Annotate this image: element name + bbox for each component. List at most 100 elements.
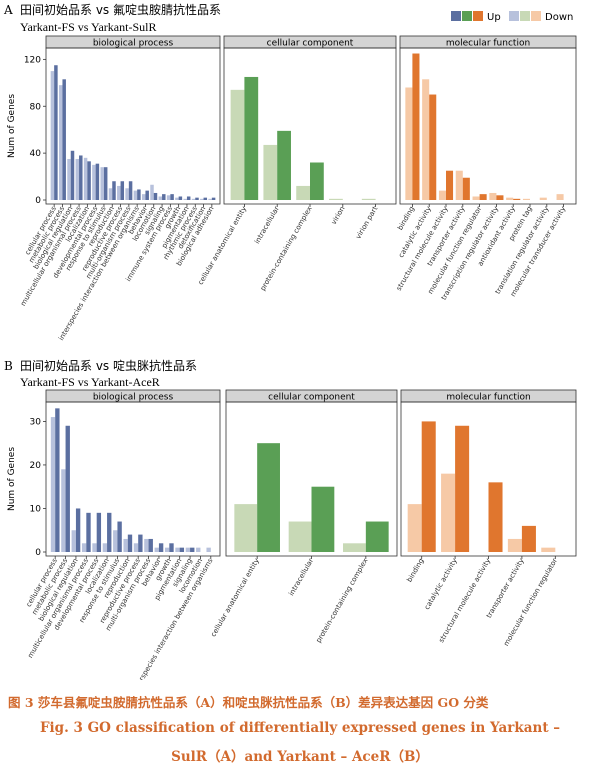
bar-down xyxy=(117,185,121,200)
legend-up-swatch xyxy=(462,11,472,21)
bar-up xyxy=(178,196,183,200)
y-tick-label: 20 xyxy=(30,461,42,471)
bar-up xyxy=(70,150,75,200)
x-tick-label: protein-containing complex xyxy=(315,557,370,644)
bar-down xyxy=(75,158,80,200)
bar-up xyxy=(120,181,125,200)
figure-caption-chinese: 图 3 莎车县氟啶虫胺腈抗性品系（A）和啶虫脒抗性品系（B）差异表达基因 GO … xyxy=(8,695,489,710)
bar-up xyxy=(488,482,503,552)
bar-up xyxy=(137,189,141,200)
bar-down xyxy=(522,198,530,200)
bar-up xyxy=(421,421,436,552)
bar-down xyxy=(144,538,149,552)
bar-down xyxy=(208,198,212,200)
bar-up xyxy=(310,162,324,200)
bar-up xyxy=(462,177,470,200)
bar-up xyxy=(107,512,112,552)
bar-down xyxy=(441,473,456,552)
legend-down-swatch xyxy=(509,11,519,21)
bar-down xyxy=(154,547,159,552)
bar-up xyxy=(311,486,335,552)
bar-down xyxy=(150,184,154,200)
bar-down xyxy=(329,198,343,200)
bar-up xyxy=(75,508,81,552)
bar-down xyxy=(67,158,71,200)
bar-up xyxy=(54,65,58,200)
bar-up xyxy=(153,192,158,200)
bar-down xyxy=(539,197,547,200)
bar-up xyxy=(179,547,185,552)
facet-strip-label: biological process xyxy=(93,39,174,49)
bar-up xyxy=(162,194,166,200)
bar-up xyxy=(365,521,389,552)
legend-up-label: Up xyxy=(487,12,501,23)
y-tick-label: 120 xyxy=(24,55,41,65)
bar-down xyxy=(123,538,128,552)
bar-down xyxy=(141,194,146,200)
bar-down xyxy=(196,547,201,552)
panel-letter: B xyxy=(4,359,13,373)
bar-down xyxy=(200,198,204,200)
bar-up xyxy=(257,443,280,552)
bar-down xyxy=(158,196,163,200)
y-tick-label: 0 xyxy=(35,196,41,206)
y-tick-label: 80 xyxy=(30,102,42,112)
bar-down xyxy=(133,543,139,552)
bar-up xyxy=(145,190,149,200)
bar-down xyxy=(185,547,191,552)
bar-up xyxy=(103,167,108,200)
bar-down xyxy=(125,188,129,200)
bar-down xyxy=(455,170,463,200)
bar-up xyxy=(170,194,174,200)
bar-down xyxy=(164,547,170,552)
figure-caption-english-line1: Fig. 3 GO classification of differential… xyxy=(39,720,561,736)
bar-down xyxy=(422,79,430,200)
bar-up xyxy=(96,512,102,552)
facet-frame xyxy=(45,47,221,205)
bar-down xyxy=(407,504,422,552)
bar-down xyxy=(113,530,118,552)
go-classification-figure: Up Down A 田间初始品系 vs 氟啶虫胺腈抗性品系 Yarkant-FS vs … xyxy=(3,2,577,680)
panel-letter: A xyxy=(3,3,13,17)
facet-frame xyxy=(45,401,221,557)
y-axis-label: Num of Genes xyxy=(7,447,17,511)
bar-down xyxy=(234,504,258,552)
bar-down xyxy=(100,167,104,200)
panel-subtitle: Yarkant-FS vs Yarkant-SulR xyxy=(20,20,156,34)
bar-up xyxy=(186,196,191,200)
bar-up xyxy=(127,534,133,552)
x-tick-label: intracellular xyxy=(287,557,315,597)
bar-down xyxy=(230,89,245,200)
bar-up xyxy=(95,163,100,200)
bar-up xyxy=(244,76,259,200)
x-tick-label: binding xyxy=(405,557,425,584)
bar-down xyxy=(108,188,113,200)
bar-down xyxy=(405,87,413,200)
y-tick-label: 10 xyxy=(30,504,42,514)
bar-up xyxy=(138,534,143,552)
panel-subtitle: Yarkant-FS vs Yarkant-AceR xyxy=(20,375,160,389)
legend-down-swatch xyxy=(520,11,530,21)
bar-up xyxy=(513,198,521,200)
bar-up xyxy=(496,195,504,200)
bar-down xyxy=(296,185,310,200)
bar-up xyxy=(412,53,420,200)
bar-up xyxy=(429,94,437,200)
bar-down xyxy=(361,198,376,200)
bar-up xyxy=(148,538,153,552)
bar-up xyxy=(79,155,83,200)
bar-down xyxy=(506,197,514,200)
x-tick-label: transporter activity xyxy=(485,557,526,620)
x-tick-label: catalytic activity xyxy=(423,557,459,611)
bar-down xyxy=(83,157,88,200)
bar-up xyxy=(190,547,195,552)
bar-up xyxy=(169,543,174,552)
bar-down xyxy=(102,543,108,552)
bar-down xyxy=(92,543,97,552)
bar-down xyxy=(81,543,87,552)
bar-down xyxy=(288,521,312,552)
bar-up xyxy=(195,197,199,200)
y-tick-label: 30 xyxy=(30,417,42,427)
bar-up xyxy=(117,521,122,552)
bar-up xyxy=(128,181,133,200)
